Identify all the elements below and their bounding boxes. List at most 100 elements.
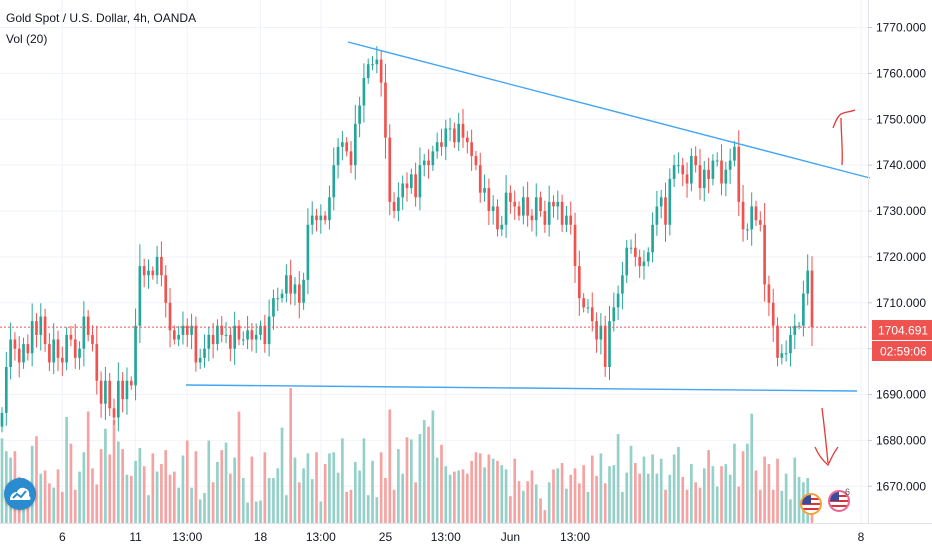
lower-trendline[interactable]: [185, 384, 858, 392]
volume-bar: [483, 467, 486, 523]
candle-body: [164, 275, 168, 303]
volume-bar: [237, 411, 241, 523]
candle-body: [263, 325, 267, 345]
volume-bar: [267, 478, 271, 523]
candle-body: [556, 201, 560, 207]
volume-bar: [82, 452, 86, 523]
price-tick-label: 1740.000: [876, 158, 926, 172]
volume-bar: [155, 471, 159, 523]
volume-bar: [590, 455, 594, 523]
candle-body: [642, 261, 646, 267]
candle-body: [578, 266, 581, 299]
time-tick-label: 6: [59, 530, 66, 544]
price-axis[interactable]: 1670.0001680.0001690.0001700.0001710.000…: [868, 21, 926, 494]
candle-body: [797, 325, 801, 327]
up-arrow-drawing[interactable]: [832, 109, 856, 166]
volume-bar: [534, 484, 538, 523]
volume-bar: [95, 484, 99, 523]
candle-body: [328, 197, 331, 221]
volume-bar: [414, 482, 417, 523]
candle-body: [86, 316, 90, 335]
candle-body: [694, 155, 698, 166]
volume-bar: [651, 454, 654, 523]
volume-bar: [521, 490, 525, 523]
volume-bar: [677, 446, 680, 523]
volume-bar: [397, 449, 400, 523]
upper-trendline[interactable]: [347, 41, 871, 179]
tradingview-logo-icon[interactable]: [4, 478, 36, 510]
volume-bar: [586, 491, 590, 523]
candle-body: [108, 380, 112, 409]
candle-body: [392, 201, 396, 212]
us-economic-event-stack-icon[interactable]: [828, 490, 850, 512]
volume-bar: [733, 443, 736, 523]
candle-body: [758, 220, 762, 225]
volume-bar: [366, 495, 370, 523]
volume-bar: [65, 416, 68, 523]
candle-body: [521, 197, 525, 216]
volume-bar: [431, 410, 435, 523]
candle-body: [224, 334, 228, 336]
volume-bar: [547, 482, 551, 523]
candle-body: [384, 82, 387, 138]
volume-indicator-label[interactable]: Vol (20): [6, 32, 48, 46]
candle-body: [30, 321, 34, 354]
candle-body: [655, 206, 659, 225]
time-tick-label: 13:00: [431, 530, 461, 544]
candle-body: [293, 284, 297, 294]
volume-bar: [685, 489, 689, 523]
price-tick-label: 1760.000: [876, 66, 926, 80]
volume-bar: [573, 468, 577, 523]
volume-bar: [112, 420, 116, 523]
candle-body: [625, 247, 629, 276]
candle-body: [319, 215, 323, 221]
candle-body: [569, 215, 573, 225]
symbol-title[interactable]: Gold Spot / U.S. Dollar, 4h, OANDA: [6, 11, 197, 25]
candle-body: [233, 325, 236, 349]
candle-body: [418, 165, 422, 198]
volume-bar: [720, 466, 723, 523]
candle-body: [69, 334, 73, 340]
candle-body: [129, 380, 133, 386]
candle-body: [237, 325, 241, 340]
volume-bar: [164, 450, 168, 523]
volume-bar: [616, 434, 620, 523]
volume-bar: [138, 448, 142, 523]
volume-bar: [629, 445, 633, 523]
volume-bar: [349, 489, 353, 523]
candle-body: [651, 224, 654, 253]
candle-body: [483, 188, 486, 193]
down-arrow-drawing[interactable]: [814, 407, 839, 467]
candle-body: [336, 146, 340, 166]
candle-body: [793, 325, 797, 335]
volume-bar: [422, 420, 426, 523]
us-economic-event-icon[interactable]: [800, 493, 822, 515]
candle-body: [634, 247, 637, 257]
volume-bar: [207, 440, 211, 523]
candle-body: [780, 353, 784, 358]
volume-bar: [681, 476, 685, 523]
price-tick-label: 1720.000: [876, 250, 926, 264]
candle-body: [401, 183, 405, 198]
volume-bar: [478, 453, 482, 523]
candle-body: [427, 160, 430, 166]
price-tick-label: 1730.000: [876, 204, 926, 218]
candle-body: [422, 160, 426, 166]
volume-bar: [578, 483, 581, 523]
drawings: [185, 41, 871, 467]
volume-bar: [297, 482, 301, 523]
candle-body: [784, 353, 788, 355]
candle-body: [582, 298, 585, 308]
time-axis[interactable]: 6 11 13:00 18 13:00 25 13:00 Jun 13:00 8: [59, 530, 865, 544]
candle-body: [254, 334, 258, 340]
volume-bar: [784, 473, 788, 523]
candle-body: [638, 256, 641, 267]
volume-bar: [776, 458, 779, 523]
volume-bar: [73, 489, 77, 523]
candle-body: [22, 344, 25, 363]
time-tick-label: 13:00: [560, 530, 590, 544]
candle-body: [509, 192, 512, 202]
candle-body: [491, 206, 495, 212]
